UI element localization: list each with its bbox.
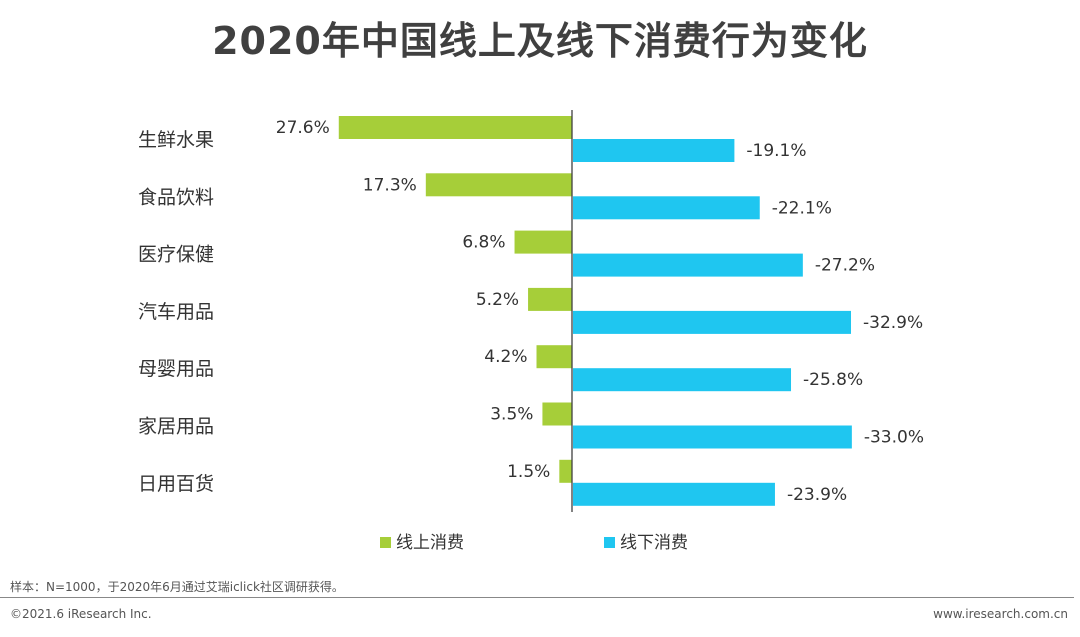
bar-online [528, 287, 572, 311]
bar-online [536, 345, 572, 369]
category-label: 生鲜水果 [138, 129, 214, 151]
bar-online [559, 459, 572, 483]
category-label: 母婴用品 [138, 358, 214, 380]
category-label: 食品饮料 [138, 186, 214, 208]
chart-title: 2020年中国线上及线下消费行为变化 [212, 19, 868, 63]
data-label-online: 4.2% [484, 347, 527, 367]
data-label-online: 5.2% [476, 290, 519, 310]
bar-online [542, 402, 572, 426]
legend-label-online: 线上消费 [396, 533, 464, 553]
data-label-offline: -22.1% [772, 198, 832, 218]
data-label-online: 17.3% [363, 175, 417, 195]
bar-offline [573, 482, 775, 506]
bar-offline [573, 139, 735, 162]
data-label-offline: -27.2% [815, 256, 875, 276]
legend-swatch-offline [604, 537, 615, 548]
bar-offline [573, 310, 852, 334]
data-label-offline: -32.9% [863, 313, 923, 333]
data-label-offline: -19.1% [746, 141, 806, 161]
category-label: 日用百货 [138, 473, 214, 495]
data-label-offline: -23.9% [787, 485, 847, 505]
bar-online [425, 173, 572, 197]
data-label-online: 3.5% [490, 405, 533, 425]
legend-label-offline: 线下消费 [620, 533, 688, 553]
category-label: 医疗保健 [138, 244, 214, 266]
bar-offline [573, 425, 852, 449]
category-label: 汽车用品 [138, 301, 214, 323]
data-label-online: 6.8% [462, 233, 505, 253]
category-label: 家居用品 [138, 416, 214, 438]
legend-swatch-online [380, 537, 391, 548]
bar-online [514, 230, 572, 254]
bar-offline [573, 253, 803, 277]
data-label-online: 1.5% [507, 462, 550, 482]
footer-divider [0, 597, 1074, 598]
legend: 线上消费 线下消费 [380, 533, 688, 553]
bar-online [338, 116, 572, 139]
bar-offline [573, 368, 792, 392]
copyright-text: ©2021.6 iResearch Inc. [10, 607, 152, 621]
bar-offline [573, 196, 760, 220]
bar-chart: 生鲜水果 27.6% -19.1% 食品饮料 17.3% -22.1% 医疗保健 6.8% -2… [138, 110, 924, 553]
data-label-online: 27.6% [276, 118, 330, 138]
data-label-offline: -33.0% [864, 428, 924, 448]
bars-group: 生鲜水果 27.6% -19.1% 食品饮料 17.3% -22.1% 医疗保健 6.8% -2… [138, 116, 924, 506]
data-label-offline: -25.8% [803, 370, 863, 390]
website-link[interactable]: www.iresearch.com.cn [933, 607, 1068, 621]
sample-note: 样本：N=1000，于2020年6月通过艾瑞iclick社区调研获得。 [10, 580, 344, 594]
